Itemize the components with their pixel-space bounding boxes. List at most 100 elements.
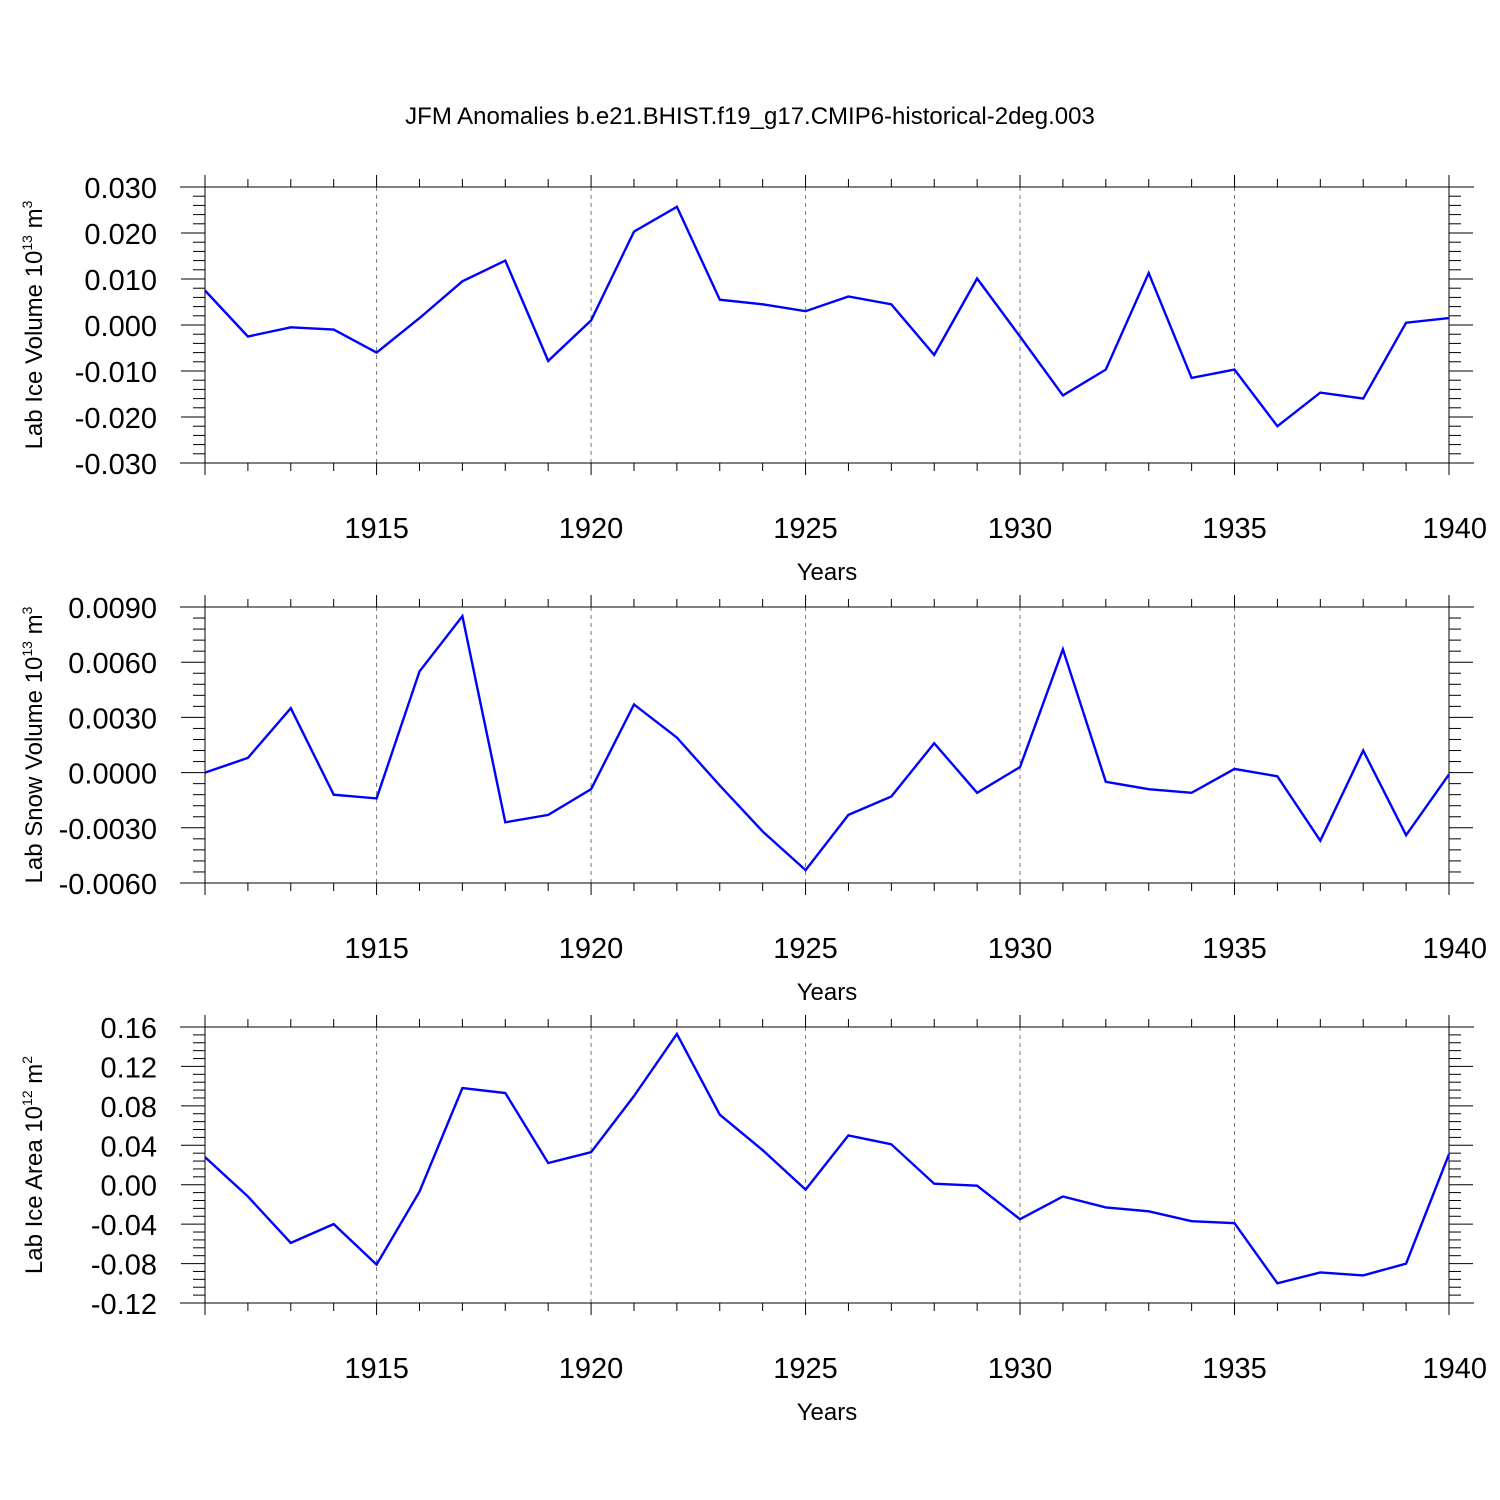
data-point — [719, 1114, 721, 1116]
data-point — [761, 1149, 763, 1151]
y-tick-label: -0.04 — [91, 1210, 157, 1242]
x-tick-label: 1925 — [773, 513, 838, 545]
y-tick-label: 0.12 — [101, 1052, 157, 1084]
data-point — [890, 795, 892, 797]
y-tick-label: 0.000 — [84, 311, 157, 343]
data-point — [847, 814, 849, 816]
data-point — [933, 742, 935, 744]
y-tick-label: -0.08 — [91, 1250, 157, 1282]
data-point — [332, 1223, 334, 1225]
data-point — [1019, 766, 1021, 768]
x-tick-label: 1940 — [1422, 513, 1487, 545]
data-point — [504, 1092, 506, 1094]
data-point — [1190, 1220, 1192, 1222]
x-tick-label: 1930 — [988, 513, 1053, 545]
y-tick-label: 0.0060 — [68, 648, 157, 680]
y-tick-label: 0.00 — [101, 1171, 157, 1203]
y-tick-label: -0.12 — [91, 1289, 157, 1321]
data-point — [676, 1033, 678, 1035]
data-point — [1233, 768, 1235, 770]
data-point — [247, 335, 249, 337]
data-point — [590, 788, 592, 790]
x-tick-label: 1925 — [773, 933, 838, 965]
panels: -0.030 -0.020 -0.010 0.000 0.010 0.020 0.030 19… — [19, 173, 1487, 1426]
data-point — [418, 670, 420, 672]
data-point — [1148, 788, 1150, 790]
data-point — [375, 1263, 377, 1265]
chart-panel-1: -0.030 -0.020 -0.010 0.000 0.010 0.020 0.030 19… — [19, 173, 1487, 586]
data-point — [633, 1095, 635, 1097]
data-point — [890, 303, 892, 305]
chart-panel-3: -0.12 -0.08 -0.04 0.00 0.04 0.08 0.12 0.16 1915 1… — [19, 1013, 1487, 1426]
series-line — [204, 1031, 1451, 1285]
data-point — [1448, 317, 1450, 319]
x-tick-label: 1935 — [1202, 1353, 1267, 1385]
x-tick-label: 1925 — [773, 1353, 838, 1385]
data-point — [332, 328, 334, 330]
data-point — [1105, 781, 1107, 783]
data-point — [633, 230, 635, 232]
data-point — [1105, 1206, 1107, 1208]
data-point — [1233, 1222, 1235, 1224]
y-tick-label: -0.0060 — [59, 869, 157, 901]
data-point — [418, 317, 420, 319]
data-point — [461, 280, 463, 282]
data-point — [504, 259, 506, 261]
data-point — [633, 703, 635, 705]
data-point — [1362, 1274, 1364, 1276]
y-tick-label: 0.030 — [84, 173, 157, 205]
data-point — [1276, 425, 1278, 427]
y-axis-label: Lab Ice Area 1012 m2 — [19, 1056, 48, 1274]
data-point — [1190, 792, 1192, 794]
data-point — [719, 784, 721, 786]
data-point — [204, 289, 206, 291]
series-line — [204, 613, 1450, 872]
data-point — [761, 830, 763, 832]
data-point — [1405, 1262, 1407, 1264]
data-point — [1190, 377, 1192, 379]
data-point — [290, 1242, 292, 1244]
data-point — [1233, 368, 1235, 370]
data-point — [290, 707, 292, 709]
data-point — [1319, 1271, 1321, 1273]
data-point — [375, 351, 377, 353]
x-tick-label: 1920 — [559, 933, 624, 965]
x-axis-label: Years — [797, 1399, 858, 1426]
data-point — [547, 1162, 549, 1164]
series-line — [204, 205, 1450, 428]
data-point — [461, 1087, 463, 1089]
y-axis-label: Lab Snow Volume 1013 m3 — [19, 606, 48, 883]
data-point — [804, 310, 806, 312]
y-tick-label: -0.0030 — [59, 814, 157, 846]
x-tick-label: 1920 — [559, 1353, 624, 1385]
data-point — [676, 736, 678, 738]
data-point — [461, 615, 463, 617]
y-tick-label: 0.08 — [101, 1092, 157, 1124]
y-tick-label: -0.030 — [75, 449, 157, 481]
x-tick-label: 1915 — [344, 1353, 409, 1385]
data-point — [290, 326, 292, 328]
y-tick-label: -0.010 — [75, 357, 157, 389]
data-point — [761, 303, 763, 305]
data-point — [204, 1156, 206, 1158]
data-point — [547, 814, 549, 816]
x-tick-label: 1940 — [1422, 933, 1487, 965]
data-point — [375, 797, 377, 799]
data-point — [1448, 1153, 1450, 1155]
x-tick-label: 1930 — [988, 933, 1053, 965]
data-point — [976, 1185, 978, 1187]
data-point — [719, 299, 721, 301]
data-point — [1276, 1282, 1278, 1284]
data-point — [847, 1134, 849, 1136]
data-point — [1062, 648, 1064, 650]
data-point — [804, 1188, 806, 1190]
data-point — [1019, 335, 1021, 337]
data-point — [247, 757, 249, 759]
data-point — [847, 295, 849, 297]
x-tick-label: 1935 — [1202, 933, 1267, 965]
data-point — [418, 1190, 420, 1192]
data-point — [247, 1195, 249, 1197]
data-point — [933, 354, 935, 356]
data-point — [547, 360, 549, 362]
y-axis-label: Lab Ice Volume 1013 m3 — [19, 200, 48, 449]
